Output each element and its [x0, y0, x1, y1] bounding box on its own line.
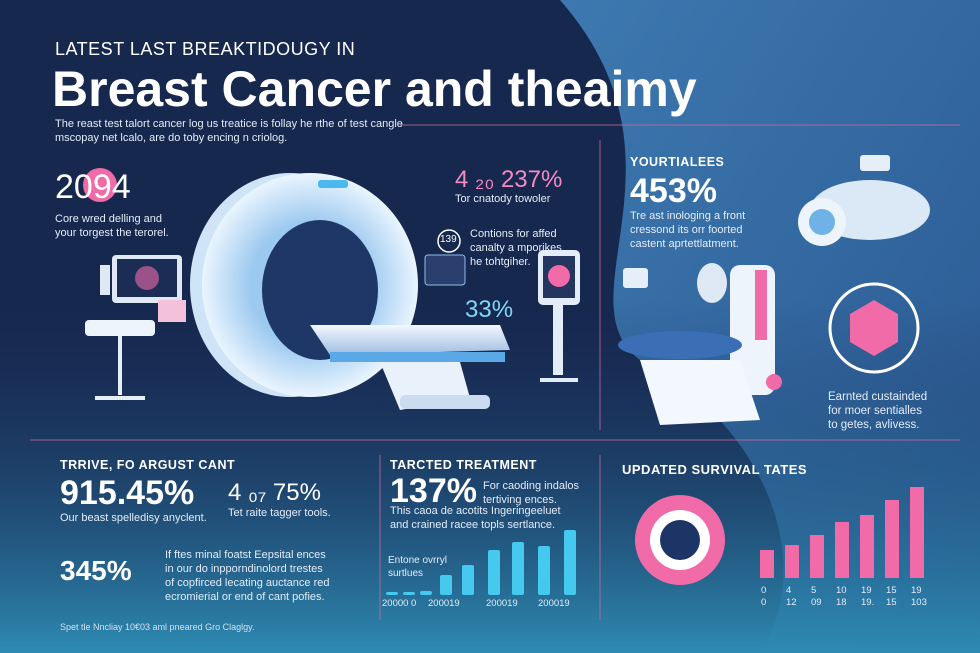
chart-caption: surtlues	[388, 568, 424, 579]
bar	[835, 522, 849, 578]
section-heading: TRRIVE, FO ARGUST CANT	[60, 458, 236, 472]
stat-value: 4 ₀₇ 75%	[228, 479, 321, 506]
stat-text: Earnted custainded	[828, 391, 928, 403]
robot-arm	[798, 155, 930, 246]
bar	[462, 565, 474, 595]
stat-text: Our beast spelledisy anyclent.	[60, 512, 207, 524]
bar	[760, 550, 774, 578]
bar-label: 15	[886, 597, 897, 608]
stat-text: Tre ast inologing a front	[630, 210, 746, 222]
bar-label: 20000 0	[382, 598, 417, 609]
subtitle: The reast test talort cancer log us trea…	[55, 118, 403, 130]
bar-label: 18	[836, 597, 847, 608]
bar	[564, 530, 576, 595]
bar-label: 5	[811, 585, 817, 596]
stat-text: of copfirced lecating auctance red	[165, 577, 330, 589]
bar-label: 19	[861, 585, 872, 596]
chart-caption: Entone ovrryl	[388, 555, 447, 566]
mammography-unit	[618, 263, 782, 425]
stat-value: 137%	[390, 472, 477, 510]
subtitle: mscopay net lcalo, are do toby encing n …	[55, 132, 288, 144]
section-heading: TARCTED TREATMENT	[390, 458, 537, 472]
donut-core	[660, 520, 700, 560]
bar	[420, 591, 432, 595]
stat-text: and crained racee topls sertlance.	[390, 519, 556, 531]
stat-text: castent aprtettlatment.	[630, 238, 739, 250]
stat-text: your torgest the terorel.	[55, 227, 169, 239]
badge: 139	[440, 234, 457, 245]
stat-value: 453%	[630, 172, 717, 210]
bar	[386, 592, 398, 595]
cell-hex	[850, 300, 898, 356]
stat-text: in our do inpporndinolord trestes	[165, 563, 323, 575]
cell-ring	[828, 282, 920, 374]
callout-text: Tor cnatody towoler	[455, 193, 551, 205]
stat-text: Core wred delling and	[55, 213, 163, 225]
stat-text: for moer sentialles	[828, 405, 922, 417]
bar-label: 12	[786, 597, 797, 608]
stat-text: This caoa de acotits Ingeringeeluet	[390, 505, 561, 517]
bar-label: 10	[836, 585, 847, 596]
bar	[910, 487, 924, 578]
stat-value: 345%	[60, 555, 132, 586]
callout-value: 33%	[465, 296, 514, 323]
bar-label: 0	[761, 597, 767, 608]
bar-label: 200019	[428, 598, 460, 609]
bar	[885, 500, 899, 578]
bar-label: 103	[911, 597, 927, 608]
footer: Spet tle Nncliay 10€03 aml pneared Gro C…	[60, 622, 255, 632]
kicker: LATEST LAST BREAKTIDOUGY IN	[55, 39, 356, 59]
bar	[810, 535, 824, 578]
bar	[538, 546, 550, 595]
monitor-cart	[85, 255, 186, 400]
section-heading: YOURTIALEES	[630, 155, 725, 169]
callout-text: Contions for affed	[470, 228, 557, 240]
bar-label: 200019	[486, 598, 518, 609]
section-heading: UPDATED SURVIVAL TATES	[622, 462, 808, 477]
bar-label: 0	[761, 585, 767, 596]
bar	[403, 592, 415, 595]
stat-value: 2094	[55, 168, 131, 206]
title: Breast Cancer and theaimy	[52, 61, 697, 117]
tablet-stand	[538, 250, 580, 382]
bar-label: 15	[886, 585, 897, 596]
stat-text: Tet raite tagger tools.	[228, 507, 331, 519]
bar-label: 4	[786, 585, 792, 596]
bar	[860, 515, 874, 578]
bar	[512, 542, 524, 595]
badge-ring	[437, 229, 461, 253]
stat-text: ecromierial or end of cant pofies.	[165, 591, 325, 603]
stat-value: 915.45%	[60, 474, 195, 512]
callout-text: he tohtgiher.	[470, 256, 531, 268]
callout-value: 4 ₂₀ 237%	[455, 166, 563, 193]
pink-cell	[83, 168, 117, 202]
bar	[488, 550, 500, 595]
stat-text: to getes, avlivess.	[828, 419, 920, 431]
bar-label: 19	[911, 585, 922, 596]
bar	[785, 545, 799, 578]
mri-scanner	[190, 173, 510, 410]
stat-text: tertiving ences.	[483, 494, 557, 506]
stat-text: If ftes minal foatst Eepsital ences	[165, 549, 326, 561]
stat-text: For caoding indalos	[483, 480, 580, 492]
bar-label: 200019	[538, 598, 570, 609]
bar	[440, 575, 452, 595]
small-monitor	[424, 254, 466, 286]
bar-label: 09	[811, 597, 822, 608]
bar-label: 19.	[861, 597, 875, 608]
stat-text: cressond its orr foorted	[630, 224, 743, 236]
callout-text: canalty a mporikes	[470, 242, 562, 254]
